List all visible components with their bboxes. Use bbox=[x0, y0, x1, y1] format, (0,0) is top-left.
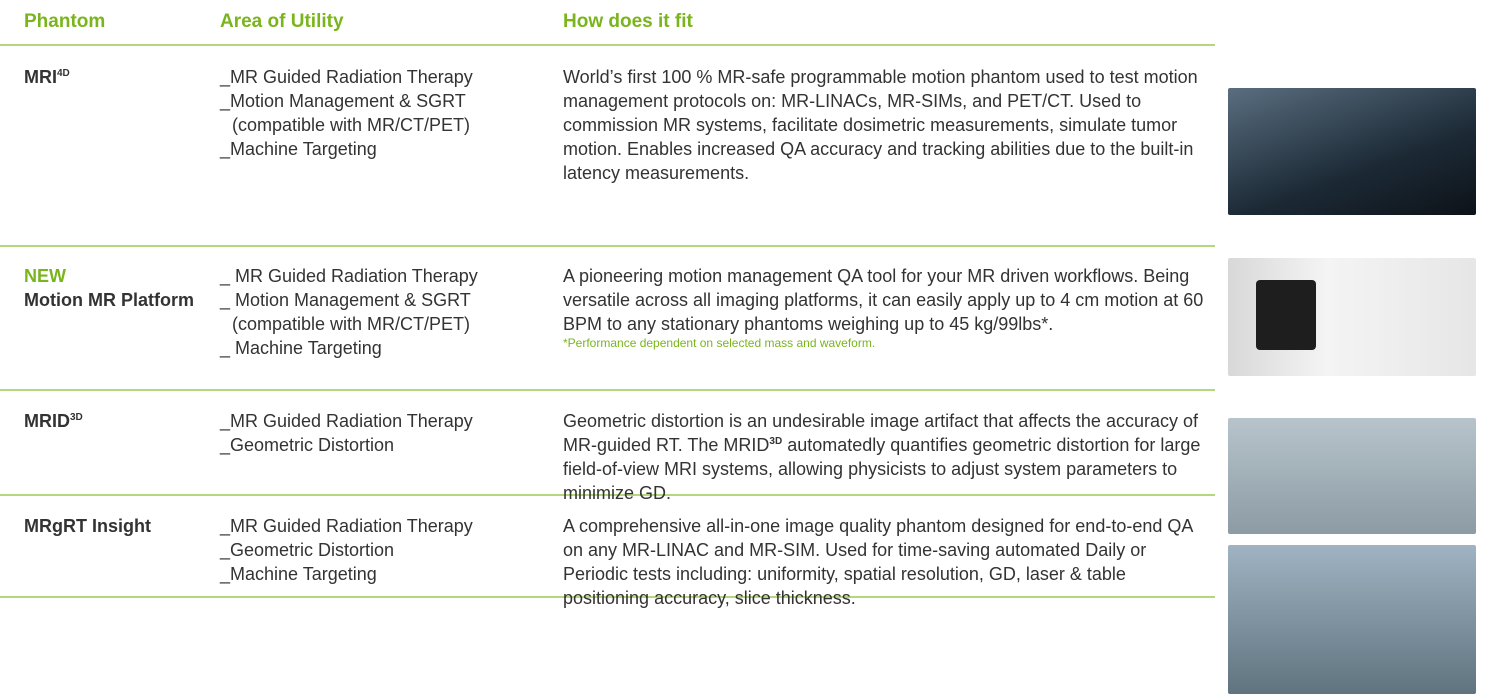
name-text: MRID bbox=[24, 411, 70, 431]
utility-item: _Motion Management & SGRT bbox=[220, 91, 466, 111]
rule bbox=[0, 389, 1215, 391]
description-text: A pioneering motion management QA tool f… bbox=[563, 266, 1204, 334]
description-text: 3D bbox=[769, 436, 783, 447]
footnote: *Performance dependent on selected mass … bbox=[563, 336, 876, 350]
phantom-name: MRID3D bbox=[24, 409, 204, 433]
utility: _MR Guided Radiation Therapy _Geometric D… bbox=[220, 409, 550, 457]
utility-item: _Geometric Distortion bbox=[220, 540, 395, 560]
utility-item: (compatible with MR/CT/PET) bbox=[232, 115, 471, 135]
header-utility: Area of Utility bbox=[220, 11, 344, 32]
utility: _MR Guided Radiation Therapy _Geometric D… bbox=[220, 514, 550, 586]
utility-item: _Machine Targeting bbox=[220, 564, 377, 584]
description-text: Geometric distortion is an undesirable i… bbox=[563, 411, 1198, 455]
utility-item: (compatible with MR/CT/PET) bbox=[232, 314, 471, 334]
rule bbox=[0, 245, 1215, 247]
phantom-name: MRgRT Insight bbox=[24, 514, 204, 538]
product-image bbox=[1228, 545, 1476, 694]
phantom-name: MRI4D bbox=[24, 65, 204, 89]
utility-item: _ Motion Management & SGRT bbox=[220, 290, 471, 310]
name-sup: 3D bbox=[70, 412, 83, 423]
utility: _ MR Guided Radiation Therapy _ Motion Ma… bbox=[220, 264, 550, 360]
header-phantom: Phantom bbox=[24, 11, 106, 32]
name-text: MRgRT Insight bbox=[24, 516, 151, 536]
description-text: automatedly quantifies geometric distort… bbox=[563, 435, 1201, 503]
phantom-name: NEW Motion MR Platform bbox=[24, 264, 204, 312]
utility-item: _Geometric Distortion bbox=[220, 435, 395, 455]
name-text: Motion MR Platform bbox=[24, 290, 194, 310]
utility-item: _Machine Targeting bbox=[220, 139, 377, 159]
product-image bbox=[1228, 418, 1476, 534]
description: A pioneering motion management QA tool f… bbox=[563, 264, 1213, 350]
product-image bbox=[1228, 88, 1476, 215]
badge: NEW bbox=[24, 266, 66, 286]
product-image bbox=[1228, 258, 1476, 376]
description: World’s first 100 % MR-safe programmable… bbox=[563, 65, 1213, 185]
name-sup: 4D bbox=[57, 68, 70, 79]
utility-item: _ Machine Targeting bbox=[220, 338, 382, 358]
description-text: World’s first 100 % MR-safe programmable… bbox=[563, 67, 1198, 183]
utility-item: _MR Guided Radiation Therapy bbox=[220, 67, 473, 87]
rule bbox=[0, 494, 1215, 496]
utility-item: _ MR Guided Radiation Therapy bbox=[220, 266, 478, 286]
rule bbox=[0, 44, 1215, 46]
description: Geometric distortion is an undesirable i… bbox=[563, 409, 1213, 505]
header-fit: How does it fit bbox=[563, 11, 693, 32]
name-text: MRI bbox=[24, 67, 57, 87]
utility-item: _MR Guided Radiation Therapy bbox=[220, 411, 473, 431]
rule bbox=[0, 596, 1215, 598]
description-text: A comprehensive all-in-one image quality… bbox=[563, 516, 1193, 608]
description: A comprehensive all-in-one image quality… bbox=[563, 514, 1213, 610]
utility: _MR Guided Radiation Therapy _Motion Mana… bbox=[220, 65, 550, 161]
utility-item: _MR Guided Radiation Therapy bbox=[220, 516, 473, 536]
